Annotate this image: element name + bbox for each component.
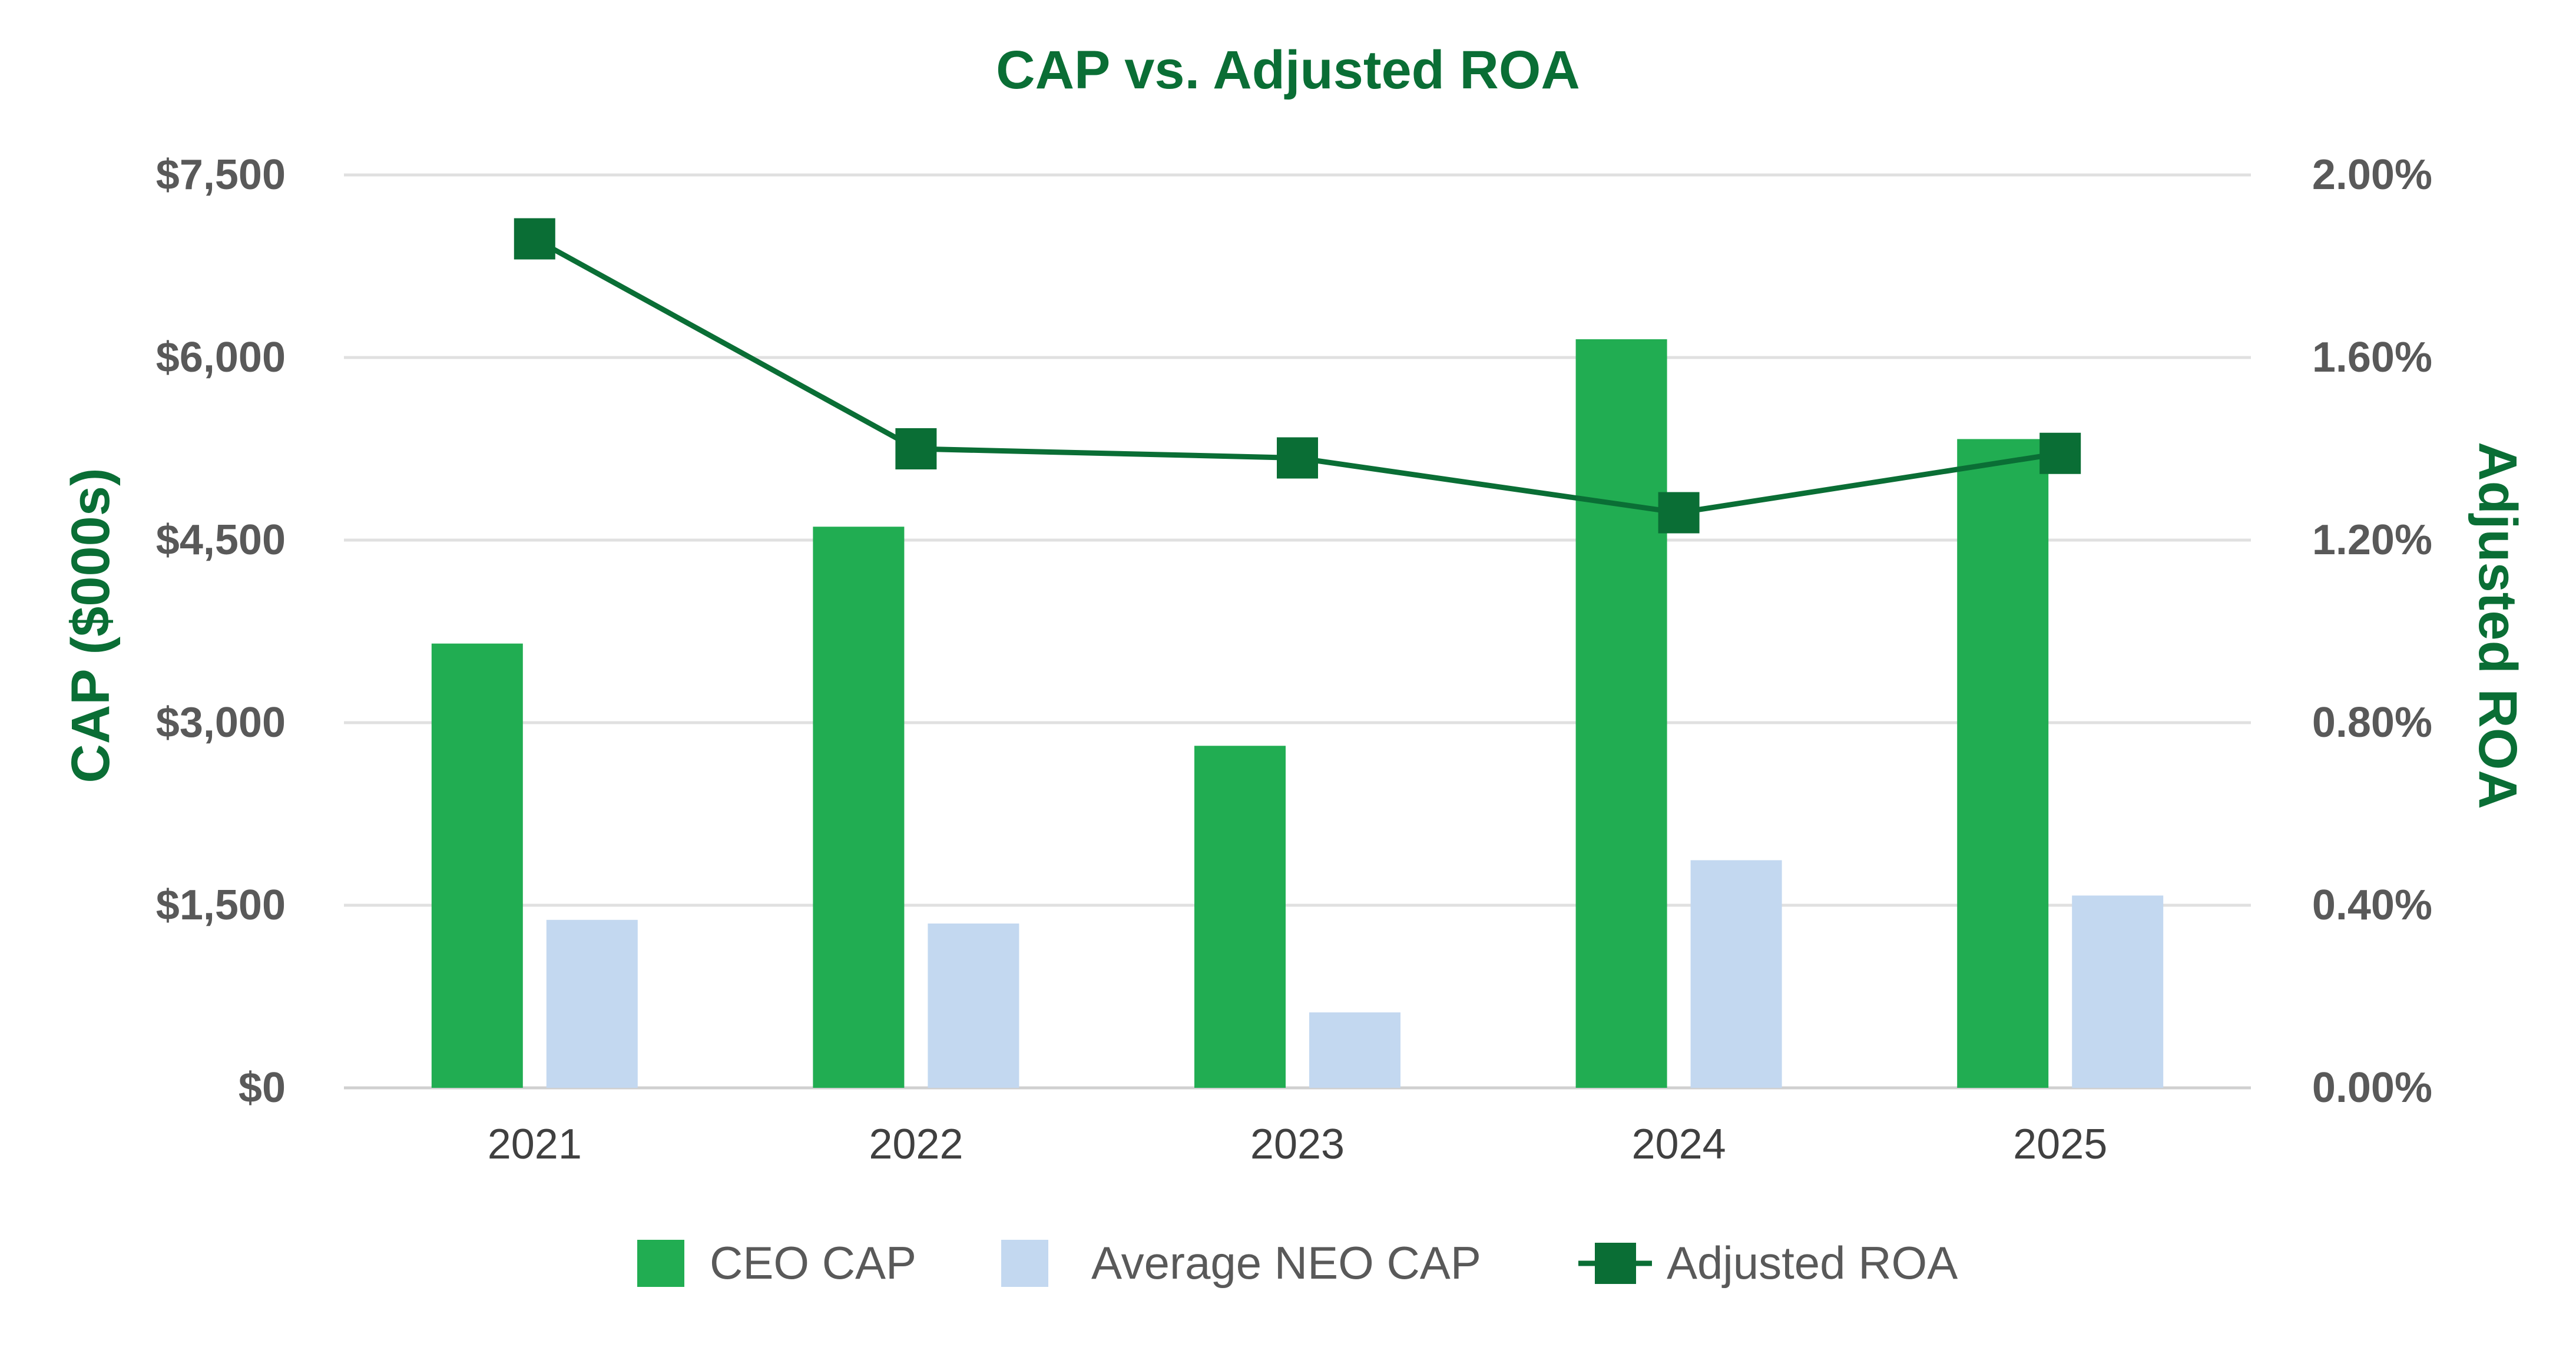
axes: $0 $1,500 $3,000 $4,500 $6,000 $7,500 0.00% 0.4… xyxy=(156,151,2432,1168)
bars xyxy=(431,339,2164,1088)
x-tick-label: 2024 xyxy=(1632,1121,1726,1168)
legend-swatch-neo-cap xyxy=(1001,1240,1048,1287)
legend-label-ceo-cap: CEO CAP xyxy=(710,1237,916,1289)
y-left-tick-label: $6,000 xyxy=(156,334,286,381)
legend-label-roa: Adjusted ROA xyxy=(1667,1237,1958,1289)
y-right-tick-label: 0.40% xyxy=(2312,882,2432,929)
y-left-tick-label: $0 xyxy=(239,1064,286,1111)
y-left-tick-label: $3,000 xyxy=(156,699,286,746)
y-right-tick-label: 2.00% xyxy=(2312,151,2432,198)
y-right-tick-label: 1.20% xyxy=(2312,517,2432,564)
x-tick-label: 2025 xyxy=(2013,1121,2107,1168)
x-tick-label: 2021 xyxy=(488,1121,582,1168)
roa-marker xyxy=(895,428,937,469)
x-tick-label: 2023 xyxy=(1250,1121,1345,1168)
neo-cap-bar xyxy=(1309,1012,1400,1088)
chart-title: CAP vs. Adjusted ROA xyxy=(996,40,1580,100)
roa-marker xyxy=(514,218,555,260)
y-right-tick-label: 0.00% xyxy=(2312,1064,2432,1111)
y-right-tick-label: 0.80% xyxy=(2312,699,2432,746)
legend-swatch-ceo-cap xyxy=(637,1240,684,1287)
roa-line xyxy=(514,218,2081,534)
x-tick-label: 2022 xyxy=(869,1121,963,1168)
neo-cap-bar xyxy=(546,919,638,1088)
y-right-axis-title: Adjusted ROA xyxy=(2468,442,2528,809)
neo-cap-bar xyxy=(928,924,1019,1088)
y-left-tick-label: $7,500 xyxy=(156,151,286,198)
roa-marker xyxy=(1658,492,1700,534)
neo-cap-bar xyxy=(2072,895,2164,1088)
y-left-tick-label: $1,500 xyxy=(156,882,286,929)
ceo-cap-bar xyxy=(1957,439,2049,1088)
ceo-cap-bar xyxy=(431,643,523,1088)
legend: CEO CAP Average NEO CAP Adjusted ROA xyxy=(637,1237,1958,1289)
neo-cap-bar xyxy=(1690,860,1782,1088)
ceo-cap-bar xyxy=(1194,746,1286,1088)
y-left-axis-title: CAP ($000s) xyxy=(61,468,121,783)
legend-marker-roa xyxy=(1595,1243,1636,1284)
y-right-tick-label: 1.60% xyxy=(2312,334,2432,381)
ceo-cap-bar xyxy=(813,527,905,1088)
legend-label-neo-cap: Average NEO CAP xyxy=(1091,1237,1481,1289)
ceo-cap-bar xyxy=(1575,339,1667,1088)
grid-lines xyxy=(344,173,2251,1090)
roa-marker xyxy=(1277,437,1318,479)
y-left-tick-label: $4,500 xyxy=(156,517,286,564)
roa-marker xyxy=(2039,432,2081,474)
